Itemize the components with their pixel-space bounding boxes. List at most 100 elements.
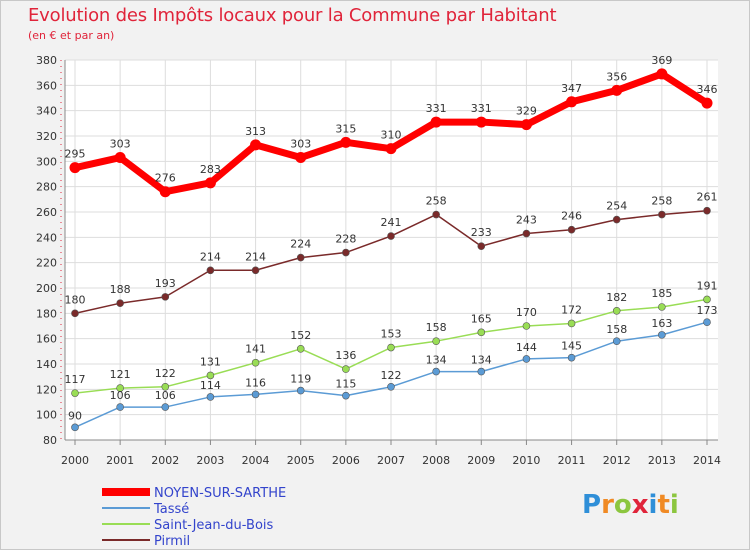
data-label: 131 xyxy=(200,355,221,368)
data-label: 329 xyxy=(516,105,537,118)
data-point xyxy=(567,319,576,328)
logo-letter: P xyxy=(582,490,602,520)
logo-letter: r xyxy=(601,490,614,520)
data-point xyxy=(250,139,262,151)
y-tick-label: 140 xyxy=(36,358,57,371)
data-point xyxy=(522,322,531,330)
data-point xyxy=(116,403,124,411)
data-point xyxy=(71,423,79,432)
y-tick-label: 320 xyxy=(36,130,57,143)
data-point xyxy=(658,303,666,311)
data-point xyxy=(204,177,216,189)
data-label: 122 xyxy=(155,367,176,380)
data-point xyxy=(387,382,395,391)
data-point xyxy=(71,309,79,318)
data-point xyxy=(520,119,532,131)
data-label: 331 xyxy=(426,102,447,115)
y-tick-label: 80 xyxy=(43,434,57,447)
data-point xyxy=(296,253,305,262)
x-tick-label: 2009 xyxy=(467,454,495,467)
data-label: 310 xyxy=(381,129,402,142)
data-label: 163 xyxy=(651,317,672,330)
chart-subtitle: (en € et par an) xyxy=(28,29,115,42)
data-label: 241 xyxy=(381,216,402,229)
data-point xyxy=(703,206,711,215)
data-point xyxy=(658,331,666,339)
data-point xyxy=(612,306,621,315)
data-label: 331 xyxy=(471,102,492,115)
data-point xyxy=(251,266,260,275)
data-point xyxy=(477,242,486,250)
data-point xyxy=(161,382,170,391)
data-point xyxy=(387,343,395,352)
data-label: 261 xyxy=(697,191,718,204)
data-label: 158 xyxy=(426,321,447,334)
y-tick-label: 260 xyxy=(36,206,57,219)
data-point xyxy=(159,186,171,198)
data-point xyxy=(295,152,307,164)
y-tick-label: 380 xyxy=(36,54,57,67)
data-label: 193 xyxy=(155,277,176,290)
x-tick-label: 2006 xyxy=(332,454,360,467)
data-point xyxy=(342,391,350,400)
data-label: 165 xyxy=(471,312,492,325)
data-point xyxy=(522,229,531,238)
data-point xyxy=(703,295,711,304)
data-label: 106 xyxy=(110,389,131,402)
data-label: 346 xyxy=(697,83,718,96)
data-point xyxy=(340,136,352,148)
data-point xyxy=(477,328,486,337)
x-tick-label: 2007 xyxy=(377,454,405,467)
data-point xyxy=(566,96,578,108)
data-label: 173 xyxy=(697,304,718,317)
data-label: 313 xyxy=(245,125,266,138)
data-label: 180 xyxy=(65,293,86,306)
data-label: 191 xyxy=(697,279,718,292)
x-tick-label: 2005 xyxy=(287,454,315,467)
data-point xyxy=(161,403,170,411)
logo-letter: i xyxy=(669,490,679,520)
data-point xyxy=(206,393,215,401)
data-label: 134 xyxy=(471,354,492,367)
y-tick-label: 360 xyxy=(36,79,57,92)
x-tick-label: 2012 xyxy=(603,454,631,467)
data-point xyxy=(658,210,666,219)
data-label: 347 xyxy=(561,82,582,95)
x-tick-label: 2010 xyxy=(512,454,540,467)
data-point xyxy=(432,210,440,219)
x-tick-label: 2003 xyxy=(196,454,224,467)
data-label: 228 xyxy=(335,233,356,246)
data-point xyxy=(703,318,711,327)
data-label: 114 xyxy=(200,379,221,392)
data-label: 122 xyxy=(381,369,402,382)
data-label: 119 xyxy=(290,373,311,386)
data-point xyxy=(71,389,79,397)
data-point xyxy=(342,248,350,257)
data-label: 233 xyxy=(471,226,492,239)
x-tick-label: 2013 xyxy=(648,454,676,467)
x-tick-label: 2004 xyxy=(242,454,270,467)
data-point xyxy=(206,371,215,380)
logo-letter: o xyxy=(613,490,632,520)
data-point xyxy=(251,358,260,367)
data-point xyxy=(432,337,440,346)
data-point xyxy=(612,215,621,224)
data-point xyxy=(567,225,576,234)
logo-letter: i xyxy=(648,490,658,520)
data-label: 117 xyxy=(65,373,86,386)
data-label: 152 xyxy=(290,329,311,342)
data-point xyxy=(611,84,623,96)
data-point xyxy=(567,353,576,362)
data-point xyxy=(206,266,215,275)
data-point xyxy=(161,293,170,301)
x-tick-label: 2011 xyxy=(558,454,586,467)
data-label: 141 xyxy=(245,343,266,356)
data-label: 106 xyxy=(155,389,176,402)
x-tick-label: 2002 xyxy=(151,454,179,467)
data-point xyxy=(114,152,126,164)
chart-title: Evolution des Impôts locaux pour la Comm… xyxy=(28,5,557,26)
data-label: 276 xyxy=(155,172,176,185)
data-label: 283 xyxy=(200,163,221,176)
data-label: 170 xyxy=(516,306,537,319)
y-tick-label: 200 xyxy=(36,282,57,295)
